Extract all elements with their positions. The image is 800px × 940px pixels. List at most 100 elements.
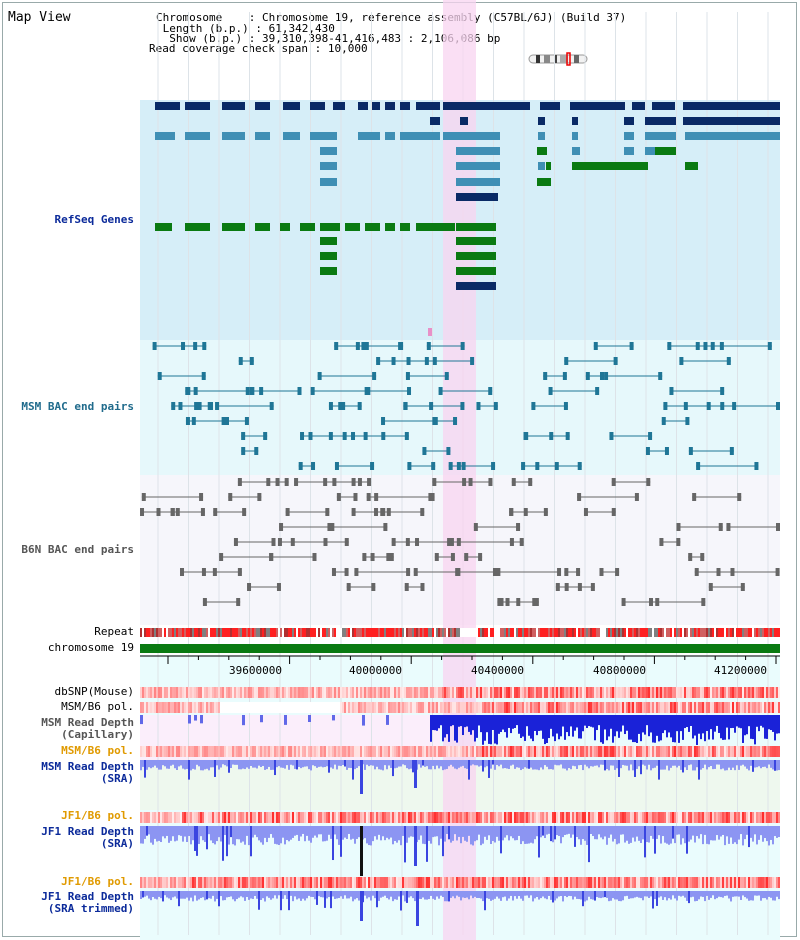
polymorphism-mark	[374, 746, 376, 757]
polymorphism-mark	[206, 702, 208, 713]
read-depth-bar	[178, 760, 180, 767]
polymorphism-mark	[486, 687, 488, 698]
read-depth-bar	[580, 760, 582, 765]
bac-end-marker	[430, 493, 435, 501]
polymorphism-mark	[384, 746, 386, 757]
read-depth-bar	[704, 715, 706, 742]
polymorphism-mark	[686, 812, 688, 823]
repeat-mark	[324, 628, 326, 637]
read-depth-bar	[576, 826, 578, 838]
polymorphism-mark	[626, 687, 628, 698]
repeat-mark	[452, 628, 454, 637]
read-depth-bar	[500, 715, 502, 732]
repeat-mark	[164, 628, 166, 637]
bac-end-marker	[543, 508, 548, 516]
read-depth-bar	[766, 826, 768, 842]
read-depth-bar	[282, 891, 284, 899]
repeat-mark	[354, 628, 356, 637]
gene-feature	[456, 282, 496, 290]
read-depth-bar	[700, 715, 702, 740]
polymorphism-mark	[308, 746, 310, 757]
polymorphism-mark	[752, 877, 754, 888]
polymorphism-mark	[620, 812, 622, 823]
polymorphism-mark	[722, 877, 724, 888]
polymorphism-mark	[456, 687, 458, 698]
polymorphism-mark	[552, 687, 554, 698]
read-depth-bar	[190, 826, 192, 845]
polymorphism-mark	[140, 746, 142, 757]
read-depth-bar	[634, 715, 636, 743]
read-depth-bar	[322, 826, 324, 842]
read-depth-bar	[476, 760, 478, 766]
read-depth-bar	[238, 826, 240, 840]
polymorphism-mark	[540, 877, 542, 888]
polymorphism-mark	[776, 877, 778, 888]
repeat-mark	[140, 628, 142, 637]
polymorphism-mark	[460, 812, 462, 823]
read-depth-bar	[660, 891, 662, 897]
read-depth-bar	[618, 760, 620, 777]
polymorphism-mark	[522, 687, 524, 698]
repeat-mark	[690, 628, 692, 637]
read-depth-bar	[194, 715, 197, 721]
polymorphism-mark	[212, 687, 214, 698]
read-depth-bar	[718, 760, 720, 765]
read-depth-bar	[702, 826, 704, 845]
polymorphism-mark	[754, 877, 756, 888]
polymorphism-mark	[586, 812, 588, 823]
read-depth-bar	[480, 891, 482, 899]
read-depth-bar	[630, 891, 632, 899]
polymorphism-mark	[182, 812, 184, 823]
polymorphism-mark	[188, 687, 190, 698]
polymorphism-mark	[208, 877, 210, 888]
bac-end-marker	[249, 357, 254, 365]
repeat-mark	[434, 628, 436, 637]
repeat-mark	[350, 628, 352, 637]
read-depth-bar	[468, 826, 470, 836]
polymorphism-mark	[390, 687, 392, 698]
read-depth-bar	[284, 826, 286, 845]
read-depth-bar	[760, 891, 762, 901]
polymorphism-mark	[628, 746, 630, 757]
bac-end-marker	[426, 342, 431, 350]
polymorphism-mark	[306, 812, 308, 823]
polymorphism-mark	[196, 687, 198, 698]
read-depth-bar	[412, 826, 414, 837]
polymorphism-mark	[438, 702, 440, 713]
polymorphism-mark	[726, 746, 728, 757]
bac-end-marker	[461, 462, 466, 470]
polymorphism-mark	[658, 746, 660, 757]
read-depth-bar	[386, 715, 389, 725]
axis-tick-label: 41200000	[714, 664, 767, 677]
polymorphism-mark	[338, 877, 340, 888]
bac-end-marker	[381, 417, 386, 425]
polymorphism-mark	[256, 687, 258, 698]
chromosome-ideogram[interactable]	[528, 52, 590, 66]
read-depth-bar	[658, 715, 660, 742]
read-depth-bar	[542, 760, 544, 770]
read-depth-bar	[436, 760, 438, 766]
polymorphism-mark	[464, 702, 466, 713]
read-depth-bar	[156, 826, 158, 842]
read-depth-bar	[500, 891, 502, 901]
bac-end-marker	[658, 372, 663, 380]
repeat-mark	[250, 628, 252, 637]
polymorphism-mark	[316, 812, 318, 823]
polymorphism-mark	[144, 812, 146, 823]
polymorphism-mark	[142, 812, 144, 823]
read-depth-bar	[370, 760, 372, 766]
polymorphism-mark	[572, 687, 574, 698]
read-depth-bar	[350, 760, 352, 769]
polymorphism-mark	[472, 746, 474, 757]
polymorphism-mark	[474, 877, 476, 888]
read-depth-bar	[466, 891, 468, 898]
polymorphism-mark	[448, 812, 450, 823]
read-depth-bar	[460, 891, 462, 901]
polymorphism-mark	[516, 877, 518, 888]
read-depth-bar	[418, 826, 420, 840]
read-depth-bar	[726, 891, 728, 896]
polymorphism-mark	[738, 812, 740, 823]
polymorphism-mark	[738, 687, 740, 698]
polymorphism-mark	[568, 812, 570, 823]
repeat-mark	[658, 628, 660, 637]
